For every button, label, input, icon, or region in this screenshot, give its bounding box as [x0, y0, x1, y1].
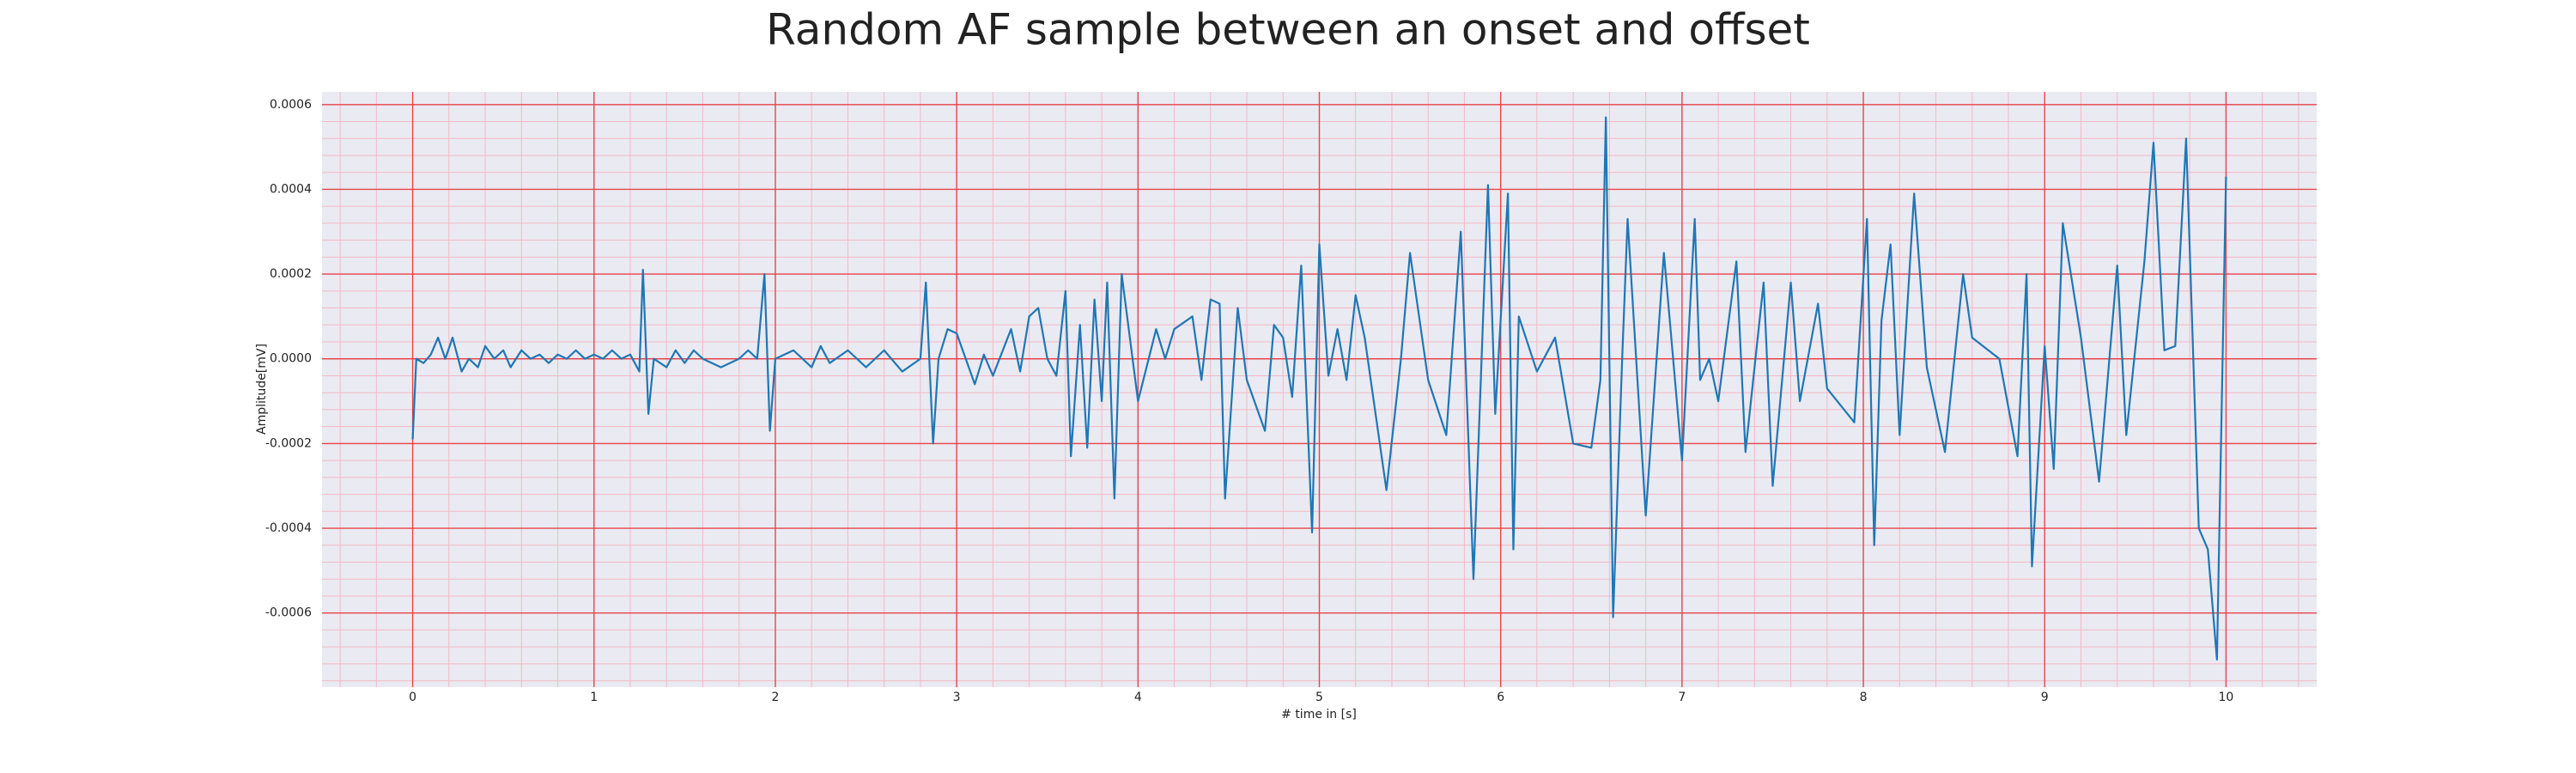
x-tick-label: 7: [1678, 691, 1686, 704]
x-tick-label: 2: [771, 691, 779, 704]
y-tick-label: 0.0002: [270, 267, 312, 281]
y-axis-label: Amplitude[mV]: [255, 344, 269, 435]
signal-line: [411, 116, 2227, 661]
chart-title: Random AF sample between an onset and of…: [766, 5, 1810, 55]
y-tick-label: 0.0000: [270, 352, 312, 366]
y-tick-label: -0.0004: [265, 521, 312, 535]
x-axis-label: # time in [s]: [1281, 708, 1357, 721]
y-tick-label: -0.0006: [265, 606, 312, 620]
x-tick-label: 5: [1315, 691, 1323, 704]
x-tick-label: 4: [1134, 691, 1142, 704]
x-tick-label: 10: [2218, 691, 2233, 704]
x-tick-label: 0: [409, 691, 416, 704]
x-tick-label: 6: [1497, 691, 1504, 704]
x-tick-label: 9: [2041, 691, 2049, 704]
x-tick-label: 3: [953, 691, 961, 704]
y-tick-label: 0.0006: [270, 98, 312, 112]
x-tick-label: 1: [590, 691, 598, 704]
y-tick-label: -0.0002: [265, 436, 312, 450]
y-tick-label: 0.0004: [270, 182, 312, 196]
x-tick-label: 8: [1860, 691, 1868, 704]
